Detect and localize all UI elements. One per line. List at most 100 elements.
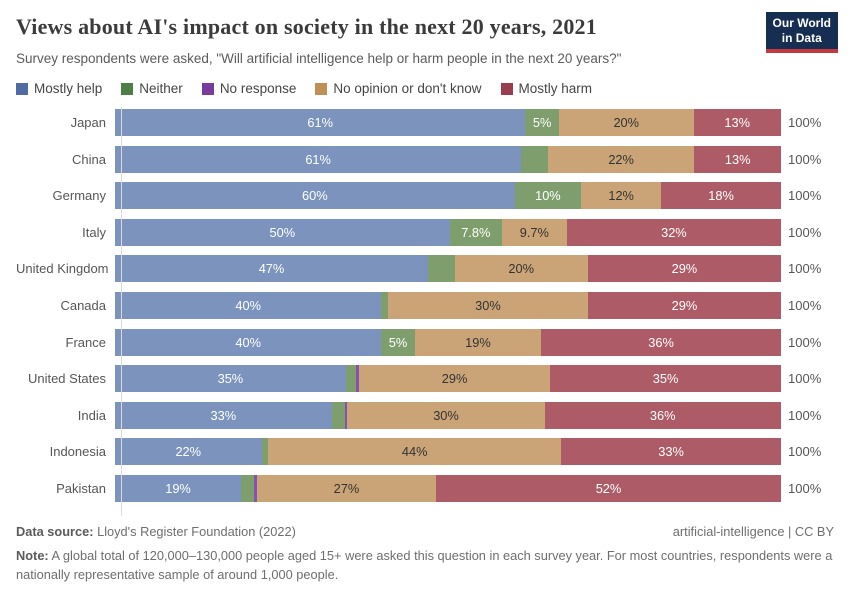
bar-segment[interactable]: 19% bbox=[414, 328, 542, 356]
bar-segment[interactable]: 12% bbox=[581, 182, 662, 210]
bar-value-label: 60% bbox=[301, 188, 328, 204]
legend-swatch-icon bbox=[16, 82, 28, 95]
bar-segment[interactable]: 36% bbox=[541, 328, 781, 356]
stacked-bar: 47% 20% 29% bbox=[115, 255, 781, 283]
bar-segment[interactable]: 18% bbox=[661, 182, 781, 210]
legend-item-no-response[interactable]: No response bbox=[201, 81, 297, 96]
bar-value-label: 27% bbox=[333, 480, 360, 496]
data-source-label: Data source: bbox=[16, 524, 94, 539]
bar-value-label: 19% bbox=[165, 480, 191, 496]
license-link[interactable]: artificial-intelligence | CC BY bbox=[672, 524, 834, 539]
country-label: Japan bbox=[70, 115, 106, 130]
bar-segment[interactable] bbox=[344, 401, 348, 429]
legend-label: No response bbox=[219, 81, 297, 96]
country-label: France bbox=[65, 334, 106, 350]
stacked-bar: 61% 5% 20% 13% bbox=[115, 109, 781, 136]
legend-item-neither[interactable]: Neither bbox=[121, 81, 183, 96]
bar-segment[interactable] bbox=[254, 474, 257, 502]
footnote-label: Note: bbox=[16, 548, 49, 563]
chart-rows: Japan 61% 5% 20% 13% 100% China 61% 22% 13% 100% Ge… bbox=[16, 109, 834, 502]
total-label: 100% bbox=[788, 444, 822, 460]
owid-logo[interactable]: Our World in Data bbox=[765, 12, 838, 53]
bar-segment[interactable]: 44% bbox=[268, 438, 562, 466]
legend-item-no-opinion-or-don-t-know[interactable]: No opinion or don't know bbox=[315, 81, 482, 96]
bar-value-label: 30% bbox=[475, 297, 501, 313]
bar-segment[interactable]: 20% bbox=[454, 255, 588, 283]
bar-segment[interactable]: 29% bbox=[587, 291, 781, 319]
total-label: 100% bbox=[788, 151, 822, 167]
legend-item-mostly-help[interactable]: Mostly help bbox=[16, 81, 102, 96]
bar-segment[interactable]: 60% bbox=[115, 182, 515, 210]
bar-value-label: 13% bbox=[724, 151, 751, 167]
table-row: United States 35% 29% 35% 100% bbox=[16, 365, 834, 393]
bar-segment[interactable]: 33% bbox=[115, 401, 332, 429]
table-row: United Kingdom 47% 20% 29% 100% bbox=[16, 255, 834, 283]
bar-segment[interactable]: 10% bbox=[514, 182, 582, 210]
source-line: Data source: Lloyd's Register Foundation… bbox=[16, 524, 834, 539]
bar-segment[interactable] bbox=[331, 401, 345, 429]
total-label: 100% bbox=[788, 261, 822, 277]
bar-segment[interactable]: 27% bbox=[256, 474, 437, 502]
country-label: United Kingdom bbox=[16, 261, 109, 277]
bar-segment[interactable]: 20% bbox=[558, 109, 694, 136]
bar-segment[interactable]: 30% bbox=[388, 291, 588, 319]
bar-segment[interactable] bbox=[355, 365, 359, 393]
bar-segment[interactable]: 5% bbox=[381, 328, 415, 356]
bar-segment[interactable]: 5% bbox=[525, 109, 559, 136]
bar-value-label: 61% bbox=[307, 115, 333, 130]
bar-segment[interactable]: 35% bbox=[550, 365, 781, 393]
stacked-bar: 50% 7.8% 9.7% 32% bbox=[115, 218, 781, 246]
bar-segment[interactable] bbox=[428, 255, 455, 283]
bar-segment[interactable]: 50% bbox=[115, 218, 450, 246]
bar-segment[interactable]: 29% bbox=[358, 365, 551, 393]
total-label: 100% bbox=[788, 188, 822, 204]
bar-value-label: 5% bbox=[388, 334, 408, 350]
bar-segment[interactable]: 47% bbox=[115, 255, 429, 283]
bar-segment[interactable]: 13% bbox=[693, 109, 781, 136]
bar-segment[interactable]: 52% bbox=[436, 474, 781, 502]
bar-segment[interactable]: 22% bbox=[115, 438, 262, 466]
bar-value-label: 35% bbox=[652, 371, 679, 387]
bar-segment[interactable]: 35% bbox=[115, 365, 346, 393]
bar-segment[interactable]: 33% bbox=[561, 438, 781, 466]
table-row: Canada 40% 30% 29% 100% bbox=[16, 291, 834, 319]
bar-segment[interactable]: 19% bbox=[115, 474, 242, 502]
legend-label: No opinion or don't know bbox=[333, 81, 482, 96]
bar-segment[interactable] bbox=[241, 474, 255, 502]
footnote-value: A global total of 120,000–130,000 people… bbox=[16, 548, 833, 582]
bar-segment[interactable]: 36% bbox=[544, 401, 781, 429]
y-axis-line bbox=[121, 107, 122, 516]
bar-segment[interactable]: 13% bbox=[694, 145, 781, 173]
bar-value-label: 33% bbox=[210, 407, 237, 423]
stacked-bar: 22% 44% 33% bbox=[115, 438, 781, 466]
legend-item-mostly-harm[interactable]: Mostly harm bbox=[500, 81, 592, 96]
bar-segment[interactable]: 22% bbox=[547, 145, 695, 173]
bar-value-label: 20% bbox=[613, 115, 640, 130]
bar-value-label: 22% bbox=[608, 151, 634, 167]
bar-segment[interactable]: 30% bbox=[347, 401, 545, 429]
bar-value-label: 13% bbox=[724, 115, 751, 130]
bar-value-label: 7.8% bbox=[461, 224, 491, 240]
country-label: India bbox=[77, 407, 106, 423]
bar-segment[interactable]: 9.7% bbox=[501, 218, 567, 246]
country-label: Canada bbox=[60, 297, 106, 313]
bar-segment[interactable]: 7.8% bbox=[449, 218, 502, 246]
bar-segment[interactable] bbox=[261, 438, 269, 466]
total-label: 100% bbox=[788, 297, 822, 313]
bar-segment[interactable]: 32% bbox=[566, 218, 781, 246]
bar-segment[interactable]: 40% bbox=[115, 291, 382, 319]
bar-segment[interactable] bbox=[381, 291, 389, 319]
bar-segment[interactable]: 61% bbox=[115, 145, 522, 173]
country-label: Pakistan bbox=[56, 480, 106, 496]
data-source: Data source: Lloyd's Register Foundation… bbox=[16, 524, 296, 539]
table-row: Japan 61% 5% 20% 13% 100% bbox=[16, 109, 834, 136]
bar-segment[interactable]: 29% bbox=[587, 255, 781, 283]
bar-segment[interactable] bbox=[521, 145, 548, 173]
bar-value-label: 10% bbox=[535, 188, 561, 204]
country-label: China bbox=[72, 151, 106, 167]
bar-segment[interactable]: 61% bbox=[115, 109, 526, 136]
bar-segment[interactable] bbox=[345, 365, 356, 393]
bar-segment[interactable]: 40% bbox=[115, 328, 382, 356]
stacked-bar: 19% 27% 52% bbox=[115, 474, 781, 502]
bar-value-label: 35% bbox=[217, 371, 244, 387]
